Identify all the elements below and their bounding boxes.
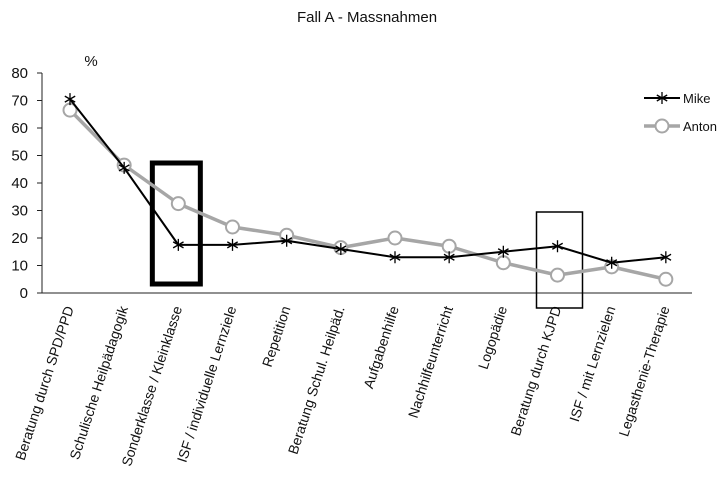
x-category-label: Schulische Heilpädagogik <box>66 303 131 461</box>
legend-marker <box>656 92 668 104</box>
x-category-label: Aufgabenhilfe <box>360 304 402 391</box>
y-tick-label: 70 <box>11 93 28 110</box>
y-axis-unit-label: % <box>84 53 97 70</box>
x-category-label: ISF / individuelle Lernziele <box>174 304 240 465</box>
data-point-mike <box>64 93 76 106</box>
x-category-label: Beratung Schul. Heilpäd. <box>285 304 348 456</box>
data-point-anton <box>225 219 240 235</box>
x-category-label: Nachhilfeunterricht <box>405 304 456 420</box>
y-tick-label: 10 <box>11 258 28 275</box>
legend-item-mike: Mike <box>644 91 710 106</box>
data-point-anton <box>441 238 457 254</box>
highlight-box-thin <box>535 211 584 309</box>
highlight-boxes <box>149 160 584 309</box>
legend-label: Anton <box>683 119 717 134</box>
x-category-label: Repetition <box>259 304 294 369</box>
legend-item-anton: Anton <box>644 118 717 134</box>
data-point-mike <box>660 251 672 264</box>
data-point-anton <box>658 271 674 287</box>
y-tick-label: 20 <box>11 230 28 247</box>
data-point-mike <box>172 238 184 251</box>
x-category-label: Legasthenie-Therapie <box>615 304 672 439</box>
y-tick-label: 30 <box>11 203 28 220</box>
x-category-label: Logopädie <box>475 304 510 371</box>
series-line-mike <box>69 98 666 264</box>
data-point-mike <box>335 243 347 255</box>
data-point-anton <box>387 230 403 246</box>
series-line-anton <box>68 108 667 281</box>
data-point-mike <box>226 238 239 251</box>
legend: Mike Anton <box>644 91 717 134</box>
data-point-anton <box>170 196 186 212</box>
data-point-mike <box>118 161 130 174</box>
data-point-mike <box>281 234 293 247</box>
y-tick-label: 80 <box>11 65 28 82</box>
x-category-label: ISF / mit Lernzielen <box>566 304 618 424</box>
y-axis-ticks: 0 10 20 30 40 50 60 70 80 <box>11 65 42 302</box>
y-tick-label: 0 <box>20 285 28 302</box>
data-point-mike <box>443 251 455 264</box>
data-point-mike <box>551 240 564 253</box>
y-tick-label: 40 <box>11 175 28 192</box>
x-category-label: Beratung durch KJPD <box>507 304 564 438</box>
y-tick-label: 50 <box>11 148 28 165</box>
highlight-box-thick <box>149 160 203 287</box>
data-point-mike <box>497 245 509 258</box>
chart-title: Fall A - Massnahmen <box>297 9 437 26</box>
data-point-mike <box>606 256 618 269</box>
data-point-anton <box>495 255 511 271</box>
y-tick-label: 60 <box>11 120 28 137</box>
legend-label: Mike <box>683 91 710 106</box>
legend-marker <box>654 118 670 134</box>
x-category-label: Sonderklasse / Kleinklasse <box>118 304 185 468</box>
x-category-label: Beratung durch SPD/PPD <box>12 304 77 462</box>
data-point-mike <box>389 251 401 264</box>
data-point-anton <box>550 267 565 283</box>
series-layer <box>62 93 674 287</box>
